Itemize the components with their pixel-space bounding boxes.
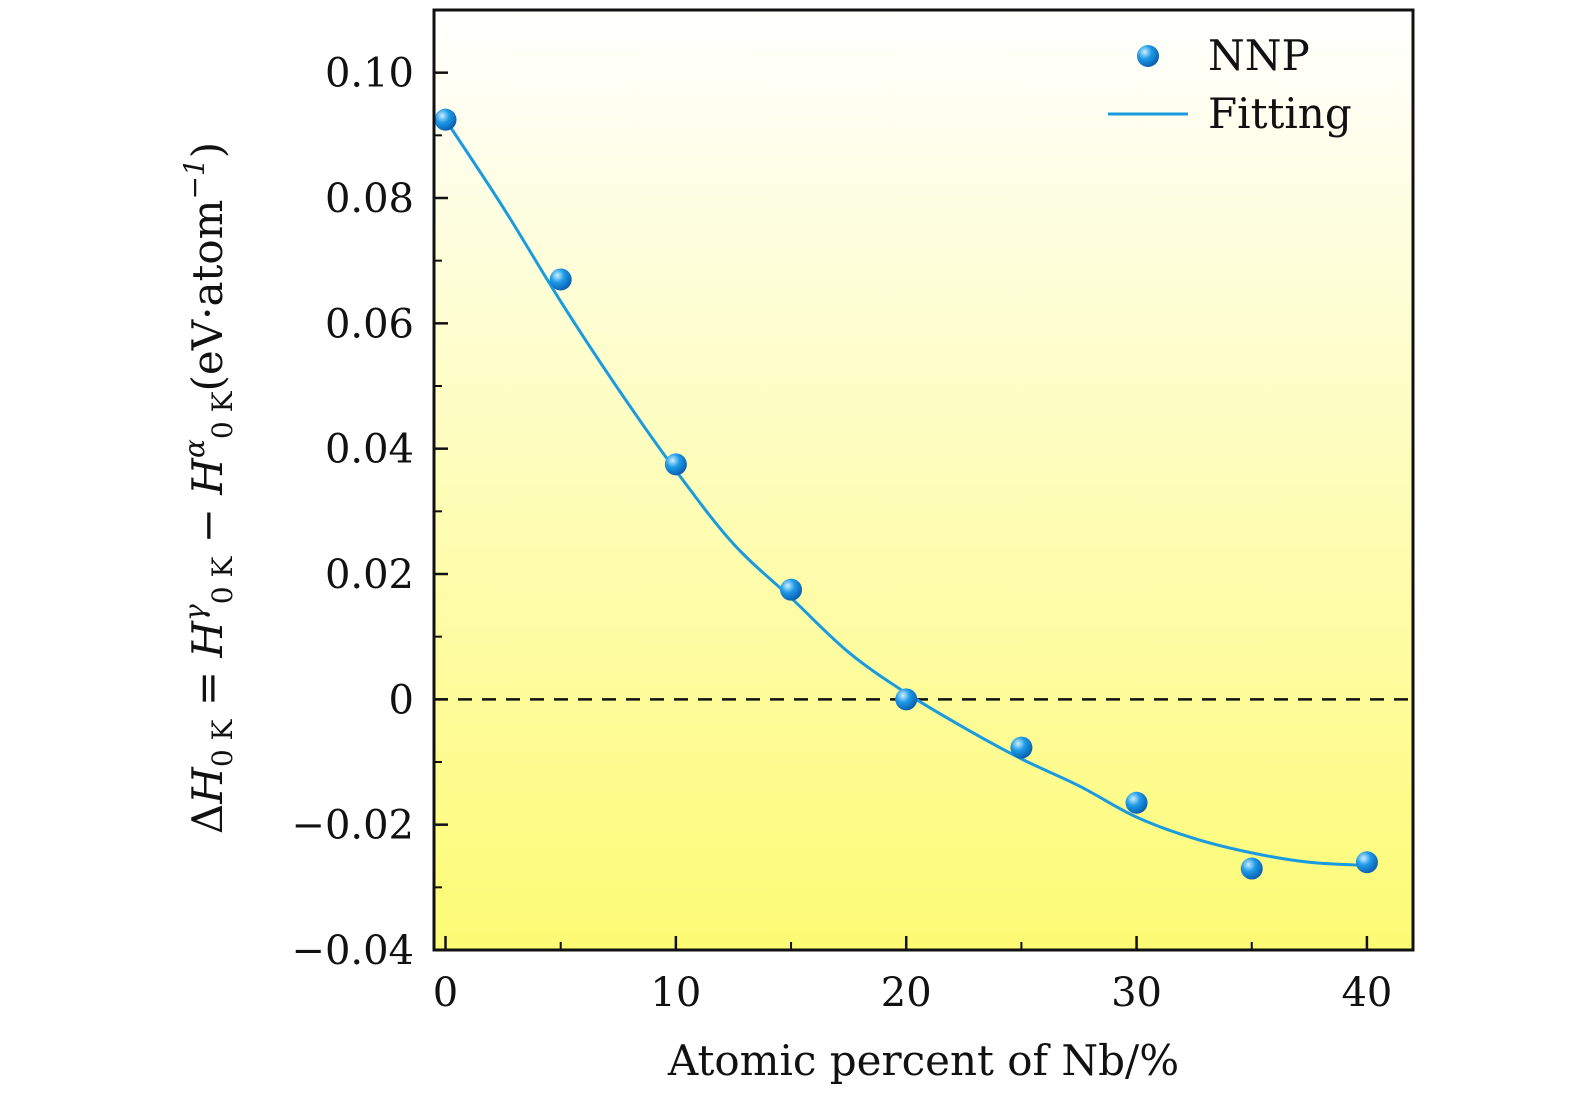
y-axis-title-part: − [183, 495, 232, 557]
plot-frame [432, 8, 1415, 952]
y-tick-label: 0 [389, 677, 414, 723]
y-axis-title-part: 0 K [206, 718, 239, 767]
x-tick-label: 10 [650, 970, 701, 1016]
y-axis-title-part: 0 K [206, 556, 239, 605]
x-axis-title: Atomic percent of Nb/% [667, 1036, 1179, 1085]
y-tick-label: 0.04 [325, 427, 414, 473]
nnp-data-point [1355, 851, 1378, 874]
x-tick-label: 30 [1111, 970, 1162, 1016]
y-axis-title-part: −1 [178, 158, 211, 199]
nnp-data-point [895, 688, 918, 711]
y-axis-title-part: H [183, 620, 232, 659]
y-tick-label: −0.02 [291, 803, 414, 849]
nnp-data-point [549, 268, 572, 291]
legend-nnp-marker [1137, 45, 1159, 67]
y-axis-title-part: ) [183, 142, 232, 158]
y-tick-label: 0.08 [325, 176, 414, 222]
plot-area-background [434, 10, 1413, 950]
nnp-data-point [780, 578, 803, 601]
nnp-data-point [1240, 857, 1263, 880]
x-tick-label: 0 [433, 970, 458, 1016]
y-axis-title-part: (eV·atom [183, 200, 232, 392]
fitting-line-layer [444, 118, 1368, 867]
y-axis-title: ΔH0 K​ = Hγ​0 K​ − Hα​0 K​(eV·atom−1​) [178, 142, 239, 834]
y-axis-title-part: α [178, 439, 211, 458]
y-tick-label: 0.10 [325, 51, 414, 97]
y-axis-title-part: 0 K [206, 390, 239, 439]
y-tick-label: −0.04 [291, 928, 414, 974]
y-axis-title-part: γ [178, 604, 211, 621]
y-axis-title-part: H [183, 766, 232, 805]
nnp-data-point [664, 453, 687, 476]
fitting-curve [444, 118, 1368, 867]
tick-layer: 0 10 20 30 40 −0.04 −0.02 0 0.02 0.04 0.06 0.08 0.10 [291, 51, 1392, 1016]
x-tick-label: 40 [1341, 970, 1392, 1016]
y-axis-title-part: = [183, 658, 232, 720]
x-tick-label: 20 [881, 970, 932, 1016]
legend-nnp-label: NNP [1208, 31, 1310, 80]
nnp-data-point [1125, 791, 1148, 814]
y-tick-label: 0.02 [325, 552, 414, 598]
y-tick-label: 0.06 [325, 301, 414, 347]
y-axis-title-part: H [183, 457, 232, 496]
legend-fitting-label: Fitting [1208, 89, 1352, 138]
nnp-data-point [1010, 736, 1033, 759]
nnp-data-point [434, 108, 457, 131]
legend: NNP Fitting [1108, 31, 1352, 138]
y-axis-title-part: Δ [183, 804, 232, 834]
nnp-marker-layer [434, 108, 1378, 880]
